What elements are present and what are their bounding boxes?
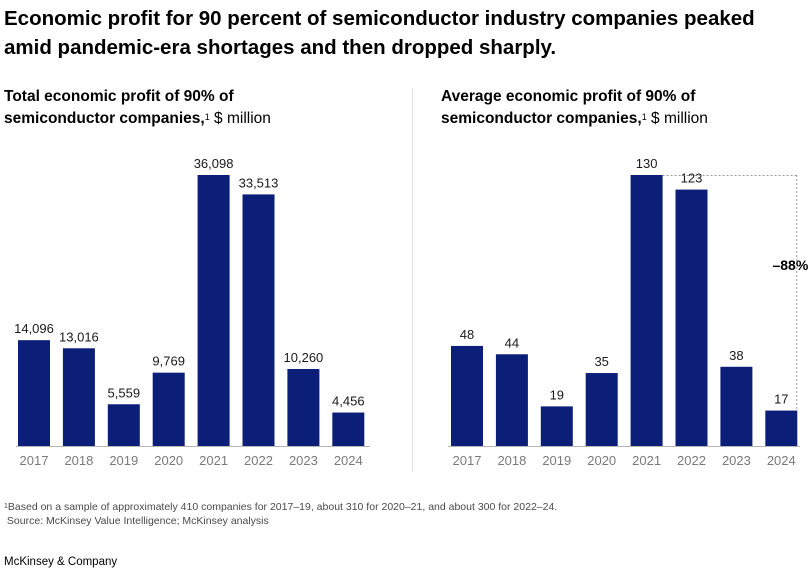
left-tick-label-2023: 2023 xyxy=(289,453,318,468)
right-title-unit: $ million xyxy=(651,110,708,127)
left-value-label-2017: 14,096 xyxy=(14,321,54,336)
panel-divider xyxy=(412,88,413,472)
left-value-label-2019: 5,559 xyxy=(108,385,141,400)
right-tick-label-2022: 2022 xyxy=(677,453,706,468)
right-value-label-2022: 123 xyxy=(681,171,703,186)
right-value-label-2023: 38 xyxy=(729,348,743,363)
right-title-line2: semiconductor companies, xyxy=(441,110,642,127)
left-tick-label-2018: 2018 xyxy=(64,453,93,468)
left-title-line1: Total economic profit of 90% of xyxy=(4,88,234,105)
right-tick-label-2023: 2023 xyxy=(722,453,751,468)
left-value-label-2020: 9,769 xyxy=(152,354,185,369)
chart-headline: Economic profit for 90 percent of semico… xyxy=(4,7,755,59)
right-value-label-2018: 44 xyxy=(505,335,519,350)
left-tick-label-2021: 2021 xyxy=(199,453,228,468)
footnote-mark: 1 xyxy=(4,503,8,510)
right-tick-label-2021: 2021 xyxy=(632,453,661,468)
left-bar-2024 xyxy=(332,412,365,446)
brand-logo-text: McKinsey & Company xyxy=(4,556,118,568)
left-title-footnote-mark: 1 xyxy=(204,112,210,122)
right-bar-2022 xyxy=(675,189,708,447)
left-value-label-2018: 13,016 xyxy=(59,329,99,344)
right-title-footnote-mark: 1 xyxy=(641,112,647,122)
right-tick-label-2024: 2024 xyxy=(767,453,796,468)
right-value-label-2021: 130 xyxy=(636,156,658,171)
left-tick-label-2020: 2020 xyxy=(154,453,183,468)
right-value-label-2024: 17 xyxy=(774,392,788,407)
right-tick-label-2018: 2018 xyxy=(497,453,526,468)
right-title-line1: Average economic profit of 90% of xyxy=(441,88,696,105)
right-bar-2023 xyxy=(720,366,753,446)
left-title-unit: $ million xyxy=(214,110,271,127)
right-bar-2019 xyxy=(540,406,573,446)
right-bar-2020 xyxy=(585,373,618,446)
left-value-label-2021: 36,098 xyxy=(194,156,234,171)
left-value-label-2023: 10,260 xyxy=(284,350,324,365)
right-chart-title: Average economic profit of 90% of semico… xyxy=(441,86,801,130)
right-tick-label-2020: 2020 xyxy=(587,453,616,468)
right-tick-label-2017: 2017 xyxy=(453,453,482,468)
right-value-label-2019: 19 xyxy=(550,387,564,402)
left-bar-2017 xyxy=(18,340,50,446)
left-tick-label-2019: 2019 xyxy=(109,453,138,468)
right-value-label-2017: 48 xyxy=(460,327,474,342)
footnote-text: Based on a sample of approximately 410 c… xyxy=(7,501,558,513)
right-tick-label-2019: 2019 xyxy=(542,453,571,468)
left-value-label-2024: 4,456 xyxy=(332,394,365,409)
right-bar-2018 xyxy=(495,354,528,446)
footnote: 1Based on a sample of approximately 410 … xyxy=(4,500,557,528)
left-chart-title: Total economic profit of 90% of semicond… xyxy=(4,86,384,130)
left-bar-2020 xyxy=(152,372,185,446)
right-bar-2021 xyxy=(630,175,663,446)
left-bar-2018 xyxy=(62,348,95,446)
left-title-line2: semiconductor companies, xyxy=(4,110,205,127)
left-tick-label-2017: 2017 xyxy=(20,453,49,468)
left-tick-label-2022: 2022 xyxy=(244,453,273,468)
right-bar-2024 xyxy=(765,410,798,446)
left-bar-2019 xyxy=(107,404,140,446)
source-text: Source: McKinsey Value Intelligence; McK… xyxy=(6,515,269,527)
right-annotation-label: –88% xyxy=(772,257,808,273)
left-bar-2022 xyxy=(242,194,275,446)
left-value-label-2022: 33,513 xyxy=(239,175,279,190)
left-bar-2023 xyxy=(287,368,320,446)
left-tick-label-2024: 2024 xyxy=(334,453,363,468)
right-value-label-2020: 35 xyxy=(594,354,608,369)
left-bar-2021 xyxy=(197,175,230,446)
right-bar-2017 xyxy=(451,345,483,446)
